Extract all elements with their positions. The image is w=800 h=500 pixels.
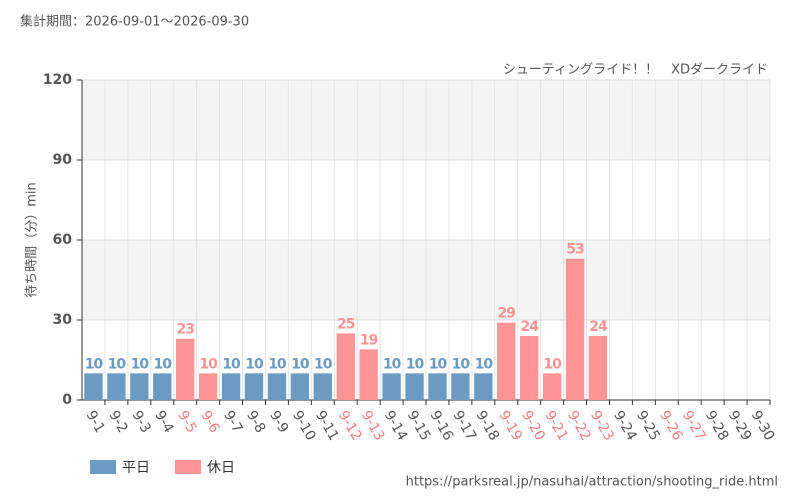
x-tick-label: 9-6 (197, 408, 222, 436)
bar (267, 373, 287, 400)
bar (107, 373, 126, 400)
y-tick-label: 90 (53, 152, 73, 168)
x-tick-label: 9-13 (358, 408, 388, 444)
bar (336, 333, 355, 400)
bar (84, 373, 103, 400)
bar (153, 373, 172, 400)
y-tick-label: 120 (43, 72, 72, 88)
bar (359, 349, 378, 400)
bar (221, 373, 241, 400)
value-label: 29 (498, 306, 516, 322)
y-axis-label: 待ち時間（分）min (25, 182, 40, 298)
legend-label: 平日 (122, 460, 150, 476)
x-tick-label: 9-21 (541, 408, 571, 444)
value-label: 10 (245, 356, 264, 372)
y-tick-label: 60 (53, 232, 73, 248)
value-label: 10 (291, 356, 310, 372)
x-tick-label: 9-16 (427, 408, 457, 444)
bar (474, 373, 493, 400)
source-url: https://parksreal.jp/nasuhai/attraction/… (406, 475, 778, 490)
value-label: 10 (131, 356, 150, 372)
bar (130, 373, 149, 400)
chart-subtitle: シューティングライド！！ XDダークライド (503, 63, 768, 78)
value-label: 10 (406, 356, 425, 372)
y-tick-label: 0 (62, 392, 72, 408)
value-label: 10 (85, 356, 104, 372)
x-tick-label: 9-24 (610, 408, 640, 444)
x-tick-label: 9-18 (472, 408, 502, 444)
value-label: 10 (429, 356, 448, 372)
value-label: 23 (176, 322, 194, 338)
x-tick-label: 9-15 (404, 408, 434, 444)
x-tick-label: 9-9 (266, 408, 291, 436)
value-label: 10 (314, 356, 333, 372)
x-tick-label: 9-10 (289, 408, 319, 444)
y-tick-label: 30 (53, 312, 73, 328)
value-label: 24 (589, 319, 608, 335)
x-tick-label: 9-2 (105, 408, 130, 436)
x-tick-label: 9-7 (220, 408, 245, 436)
value-label: 10 (543, 356, 562, 372)
value-label: 10 (108, 356, 127, 372)
x-tick-label: 9-20 (518, 408, 548, 444)
x-tick-label: 9-14 (381, 408, 411, 444)
value-label: 10 (383, 356, 402, 372)
x-tick-label: 9-4 (151, 408, 176, 436)
value-label: 10 (268, 356, 287, 372)
bar (405, 373, 424, 400)
x-tick-label: 9-28 (702, 408, 732, 444)
legend-swatch (90, 460, 116, 474)
x-tick-label: 9-12 (335, 408, 365, 444)
value-label: 10 (154, 356, 173, 372)
bar (497, 322, 516, 400)
x-tick-label: 9-30 (748, 408, 778, 444)
bar (198, 373, 218, 400)
value-label: 53 (566, 242, 584, 258)
value-label: 24 (520, 319, 539, 335)
bar (244, 373, 264, 400)
bar (565, 258, 585, 400)
bar (313, 373, 332, 400)
x-tick-label: 9-27 (679, 408, 709, 444)
x-tick-label: 9-5 (174, 408, 199, 436)
x-tick-label: 9-17 (449, 408, 479, 444)
value-label: 10 (199, 356, 218, 372)
x-tick-label: 9-23 (587, 408, 617, 444)
x-tick-label: 9-25 (633, 408, 663, 444)
bar (588, 336, 608, 400)
x-tick-label: 9-11 (312, 408, 342, 444)
bar (428, 373, 447, 400)
value-label: 10 (452, 356, 471, 372)
x-tick-label: 9-22 (564, 408, 594, 444)
bar (382, 373, 401, 400)
x-tick-label: 9-3 (128, 408, 153, 436)
bar (451, 373, 470, 400)
chart-title: 集計期間：2026-09-01～2026-09-30 (20, 14, 249, 30)
value-label: 10 (475, 356, 494, 372)
x-tick-label: 9-19 (495, 408, 525, 444)
value-label: 19 (360, 332, 378, 348)
x-tick-label: 9-29 (725, 408, 755, 444)
bar (542, 373, 562, 400)
x-tick-label: 9-8 (243, 408, 268, 436)
value-label: 25 (337, 316, 355, 332)
bar (290, 373, 310, 400)
x-tick-label: 9-26 (656, 408, 686, 444)
legend-swatch (175, 460, 201, 474)
bar (520, 336, 539, 400)
x-tick-label: 9-1 (83, 408, 108, 436)
bar (176, 338, 195, 400)
legend-label: 休日 (207, 460, 235, 476)
value-label: 10 (222, 356, 241, 372)
